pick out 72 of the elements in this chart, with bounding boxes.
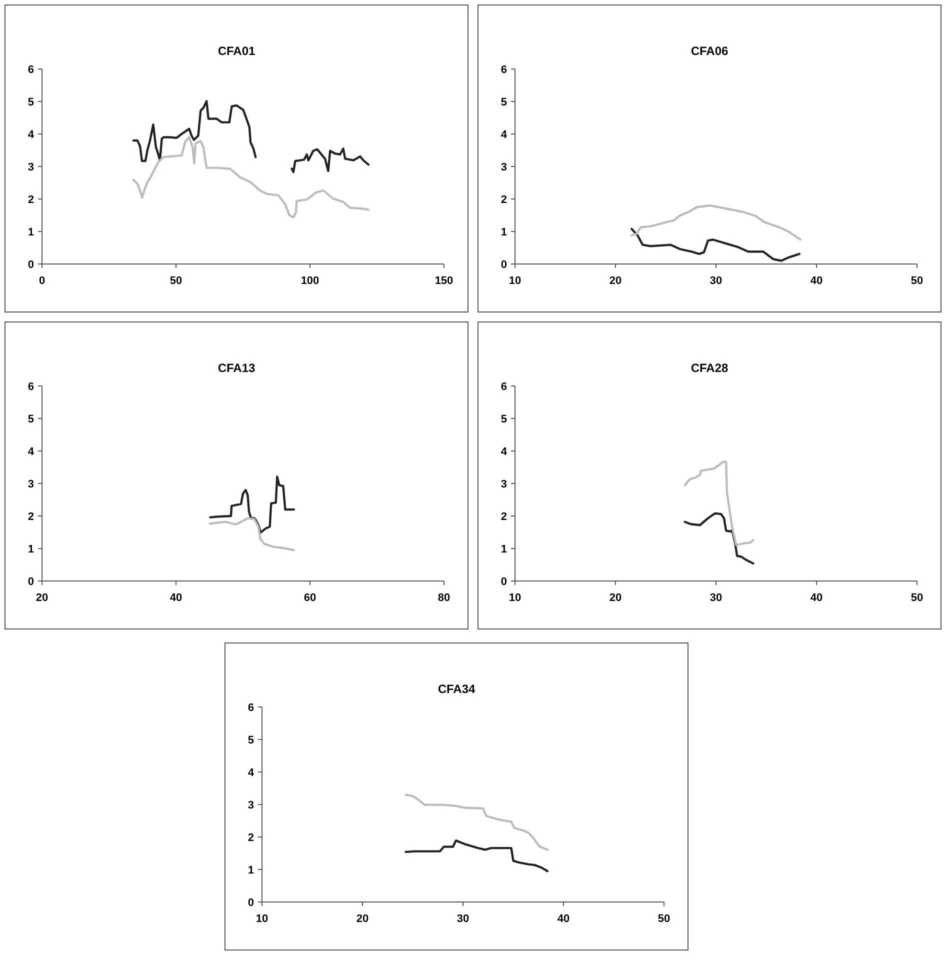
x-tick-label: 80 xyxy=(438,592,450,604)
y-tick-label: 2 xyxy=(28,510,34,523)
y-tick-label: 5 xyxy=(28,413,34,426)
line-series xyxy=(209,476,296,534)
y-tick-label: 3 xyxy=(500,478,507,490)
line-series xyxy=(630,204,802,241)
y-tick-label: 6 xyxy=(248,702,254,714)
x-tick-label: 50 xyxy=(170,275,182,287)
line-series xyxy=(684,460,754,546)
x-tick-label: 60 xyxy=(304,592,316,604)
x-tick-label: 20 xyxy=(356,913,369,925)
chart-title: CFA34 xyxy=(438,682,476,696)
x-tick-label: 20 xyxy=(609,275,622,287)
x-tick-label: 150 xyxy=(434,275,454,287)
y-tick-label: 3 xyxy=(28,478,34,490)
chart-title: CFA06 xyxy=(690,44,728,58)
y-tick-label: 2 xyxy=(500,510,507,523)
x-tick-label: 40 xyxy=(557,913,570,925)
x-tick-label: 40 xyxy=(810,275,823,287)
y-tick-label: 0 xyxy=(28,258,34,271)
x-tick-label: 10 xyxy=(256,913,268,925)
y-tick-label: 4 xyxy=(500,128,508,141)
y-tick-label: 1 xyxy=(28,543,34,556)
x-tick-label: 100 xyxy=(300,275,320,287)
x-tick-label: 30 xyxy=(456,913,470,925)
y-tick-label: 1 xyxy=(248,864,254,876)
x-tick-label: 40 xyxy=(810,592,823,604)
y-tick-label: 5 xyxy=(28,96,34,108)
y-tick-label: 5 xyxy=(500,96,507,108)
y-tick-label: 3 xyxy=(28,161,34,174)
x-tick-label: 50 xyxy=(910,275,924,287)
chart-title: CFA01 xyxy=(218,44,256,58)
chart-title: CFA28 xyxy=(690,361,728,375)
chart-title: CFA13 xyxy=(218,361,256,375)
y-tick-label: 2 xyxy=(248,832,254,844)
x-tick-label: 50 xyxy=(658,913,670,925)
line-series xyxy=(684,512,754,565)
line-series xyxy=(404,839,549,872)
line-series xyxy=(630,228,801,262)
y-tick-label: 1 xyxy=(28,226,34,238)
y-tick-label: 4 xyxy=(500,446,508,458)
y-tick-label: 3 xyxy=(248,799,254,812)
y-tick-label: 0 xyxy=(500,258,507,271)
y-tick-label: 3 xyxy=(500,161,507,174)
y-tick-label: 2 xyxy=(28,194,34,206)
y-tick-label: 0 xyxy=(28,576,34,588)
x-tick-label: 30 xyxy=(710,275,722,287)
y-tick-label: 6 xyxy=(500,64,507,76)
line-series xyxy=(404,794,549,851)
line-series xyxy=(132,136,370,218)
y-tick-label: 6 xyxy=(500,380,507,393)
y-tick-label: 0 xyxy=(248,896,254,909)
y-tick-label: 1 xyxy=(500,543,507,556)
x-tick-label: 40 xyxy=(170,592,182,604)
y-tick-label: 4 xyxy=(28,446,35,458)
x-tick-label: 30 xyxy=(710,592,722,604)
y-tick-label: 6 xyxy=(28,64,34,76)
x-tick-label: 20 xyxy=(36,592,48,604)
y-tick-label: 6 xyxy=(28,380,34,393)
x-tick-label: 20 xyxy=(609,592,622,604)
y-tick-label: 5 xyxy=(248,734,254,746)
y-tick-label: 1 xyxy=(500,226,507,238)
y-tick-label: 0 xyxy=(500,576,507,588)
y-tick-label: 5 xyxy=(500,413,507,426)
y-tick-label: 4 xyxy=(248,766,255,779)
x-tick-label: 10 xyxy=(508,592,522,604)
x-tick-label: 10 xyxy=(508,275,522,287)
x-tick-label: 0 xyxy=(38,275,46,287)
y-tick-label: 2 xyxy=(500,194,507,206)
y-tick-label: 4 xyxy=(28,128,35,141)
line-series xyxy=(209,517,296,552)
x-tick-label: 50 xyxy=(910,592,924,604)
